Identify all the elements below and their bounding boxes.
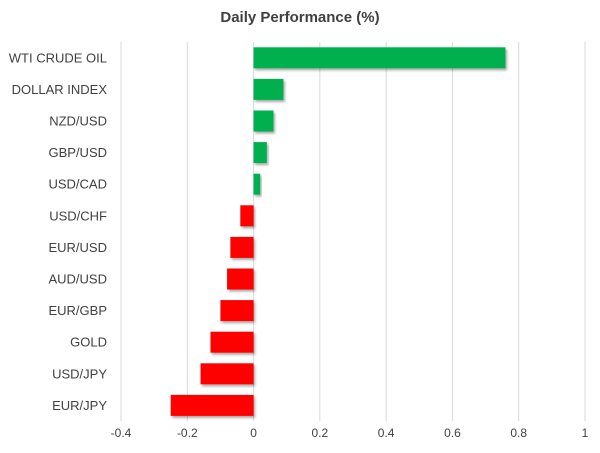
- bar-eur-gbp: [220, 300, 254, 322]
- bar-gbp-usd: [253, 142, 267, 164]
- category-label: WTI CRUDE OIL: [9, 50, 107, 65]
- bar-aud-usd: [227, 268, 254, 290]
- bar-gold: [210, 331, 254, 353]
- category-label: EUR/GBP: [48, 303, 107, 318]
- x-tick-label: -0.4: [111, 426, 132, 440]
- category-label: USD/CHF: [49, 208, 107, 223]
- bar-dollar-index: [253, 78, 284, 100]
- gridlines: [120, 42, 586, 422]
- x-axis-tick-labels: -0.4 -0.2 0 0.2 0.4 0.6 0.8 1: [111, 426, 589, 440]
- bar-eur-jpy: [170, 394, 254, 416]
- x-tick-label: 0.6: [444, 426, 461, 440]
- x-tick-label: 1: [582, 426, 589, 440]
- bar-eur-usd: [230, 236, 254, 258]
- category-label: EUR/USD: [48, 240, 107, 255]
- category-label: USD/JPY: [52, 366, 107, 381]
- category-label: AUD/USD: [48, 272, 107, 287]
- bar-nzd-usd: [253, 110, 274, 132]
- bar-usd-jpy: [200, 363, 254, 385]
- bars: [170, 47, 506, 416]
- x-tick-label: 0: [250, 426, 257, 440]
- x-tick-label: 0.8: [510, 426, 527, 440]
- chart-title: Daily Performance (%): [220, 9, 380, 26]
- bar-wti-crude-oil: [253, 47, 506, 69]
- category-label: USD/CAD: [48, 177, 107, 192]
- x-tick-label: 0.4: [378, 426, 395, 440]
- category-label: GBP/USD: [48, 145, 107, 160]
- x-tick-label: -0.2: [177, 426, 198, 440]
- category-labels: WTI CRUDE OIL DOLLAR INDEX NZD/USD GBP/USD U…: [9, 50, 108, 413]
- category-label: NZD/USD: [49, 114, 107, 129]
- bar-usd-chf: [240, 205, 254, 227]
- x-tick-label: 0.2: [312, 426, 329, 440]
- category-label: EUR/JPY: [52, 398, 107, 413]
- category-label: GOLD: [70, 335, 107, 350]
- bar-usd-cad: [253, 173, 261, 195]
- category-label: DOLLAR INDEX: [12, 82, 108, 97]
